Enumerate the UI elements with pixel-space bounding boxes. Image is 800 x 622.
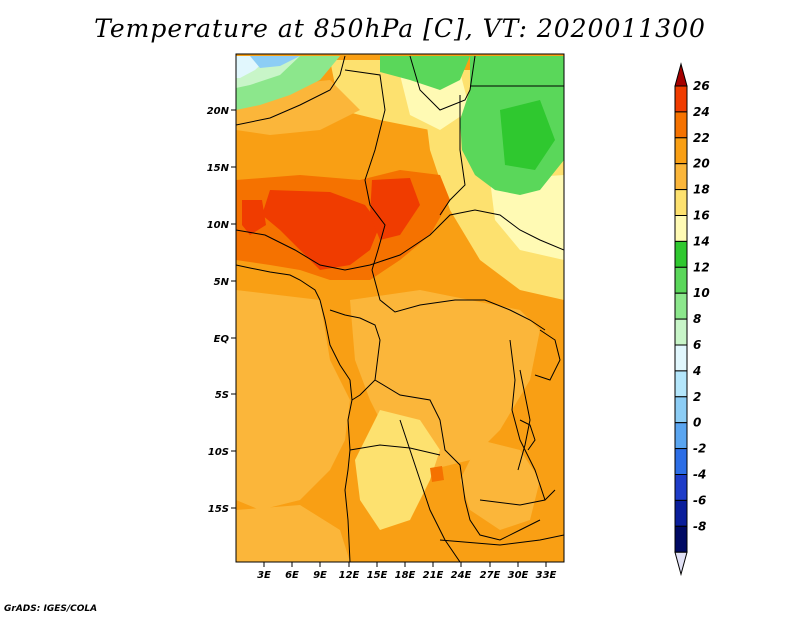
- lon-label: 27E: [480, 570, 501, 581]
- field-region: [400, 72, 470, 130]
- colorbar-label: 14: [693, 234, 710, 248]
- colorbar-label: -6: [693, 493, 706, 507]
- colorbar-swatch: [674, 525, 688, 553]
- lat-label: 15S: [208, 504, 229, 515]
- colorbar-label: 22: [693, 131, 710, 145]
- colorbar-label: 12: [693, 260, 710, 274]
- lat-label: 5N: [214, 277, 230, 288]
- map-frame: [235, 53, 565, 563]
- field-region: [500, 100, 555, 170]
- colorbar-label: 6: [693, 338, 701, 352]
- field-region: [250, 56, 300, 68]
- colorbar-label: 2: [693, 390, 701, 404]
- country-borders: [236, 55, 564, 562]
- colorbar-top-arrow: [674, 62, 688, 87]
- lon-label: 18E: [395, 570, 416, 581]
- field-region: [380, 56, 470, 90]
- lat-label: 20N: [207, 106, 230, 117]
- field-region: [430, 466, 444, 482]
- colorbar-swatch: [674, 344, 688, 372]
- colorbar-swatch: [674, 370, 688, 398]
- colorbar-swatch: [674, 163, 688, 191]
- colorbar-swatch: [674, 448, 688, 476]
- lon-label: 24E: [451, 570, 472, 581]
- chart-title: Temperature at 850hPa [C], VT: 202001130…: [94, 14, 706, 43]
- colorbar-swatch: [674, 422, 688, 450]
- field-region: [355, 410, 440, 530]
- colorbar-swatch: [674, 499, 688, 527]
- credit-text: GrADS: IGES/COLA: [4, 604, 98, 614]
- lat-label: 10S: [208, 447, 229, 458]
- colorbar-label: -8: [693, 519, 706, 533]
- field-region: [242, 200, 266, 235]
- colorbar-swatch: [674, 240, 688, 268]
- temperature-field: [236, 54, 564, 562]
- colorbar-label: 10: [693, 286, 710, 300]
- field-region: [236, 135, 400, 175]
- field-region: [262, 190, 380, 270]
- field-region: [236, 290, 350, 510]
- colorbar-swatch: [674, 137, 688, 165]
- lon-label: 9E: [313, 570, 327, 581]
- colorbar-swatch: [674, 266, 688, 294]
- lon-label: 15E: [367, 570, 388, 581]
- colorbar-swatch: [674, 85, 688, 113]
- field-region: [490, 175, 564, 260]
- lon-label: 30E: [508, 570, 529, 581]
- colorbar-swatch: [674, 292, 688, 320]
- lat-label: 10N: [207, 220, 230, 231]
- colorbar-swatch: [674, 215, 688, 242]
- colorbar-swatch: [674, 474, 688, 501]
- colorbar-swatch: [674, 111, 688, 139]
- colorbar-swatch: [674, 189, 688, 217]
- colorbar-label: 0: [693, 416, 701, 430]
- colorbar-swatch: [674, 318, 688, 346]
- lon-label: 6E: [285, 570, 299, 581]
- lat-label: 5S: [215, 390, 229, 401]
- lon-label: 12E: [339, 570, 360, 581]
- colorbar-swatch: [674, 396, 688, 424]
- field-region: [236, 505, 350, 562]
- field-region: [370, 178, 420, 240]
- colorbar-label: -4: [693, 468, 706, 482]
- lon-label: 21E: [423, 570, 444, 581]
- colorbar-label: 20: [693, 157, 710, 171]
- lon-label: 3E: [257, 570, 271, 581]
- colorbar-label: 24: [693, 105, 710, 119]
- colorbar-label: 26: [693, 79, 710, 93]
- colorbar-label: 4: [692, 364, 701, 378]
- lat-label: 15N: [207, 163, 230, 174]
- colorbar-label: -2: [693, 442, 706, 456]
- colorbar-bottom-arrow: [674, 551, 688, 577]
- lon-label: 33E: [536, 570, 557, 581]
- lat-label: EQ: [214, 334, 230, 345]
- colorbar-label: 18: [693, 183, 710, 197]
- colorbar-label: 8: [693, 312, 701, 326]
- colorbar-label: 16: [693, 209, 710, 223]
- axis-ticks: [231, 109, 547, 567]
